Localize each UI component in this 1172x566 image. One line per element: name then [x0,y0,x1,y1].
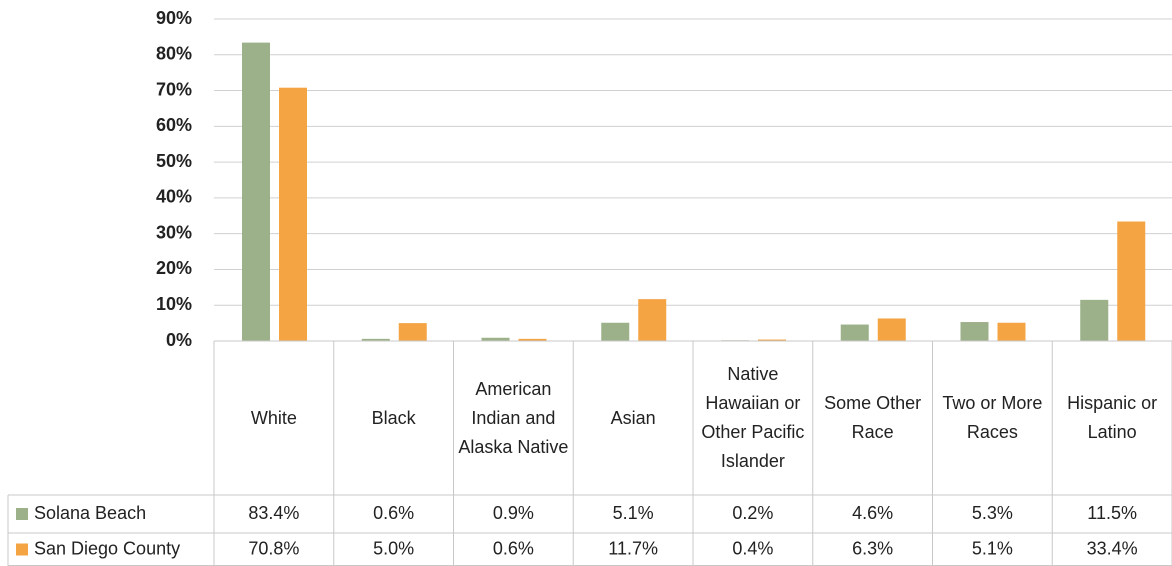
x-tick-label: Black [371,407,416,428]
y-tick-label: 40% [156,187,192,207]
x-tick-label: Some Other Race [824,393,922,442]
table-value: 83.4% [248,503,299,523]
table-value: 5.0% [373,538,414,558]
y-tick-label: 20% [156,258,192,278]
bar [398,323,427,341]
category-cell: Asian [610,407,656,428]
legend-label: Solana Beach [34,503,146,523]
bar [242,42,270,341]
x-tick-label: Asian [610,407,656,428]
y-tick-label: 10% [156,294,192,314]
table-value: 0.4% [732,538,773,558]
bar [1080,299,1109,341]
table-value: 5.1% [613,503,654,523]
category-cell: Two or More Races [942,393,1043,442]
legend-label: San Diego County [34,538,180,558]
bar [997,322,1026,341]
y-tick-label: 0% [166,330,192,350]
table-value: 11.7% [608,538,658,558]
bar [840,324,869,341]
y-tick-label: 30% [156,222,192,242]
y-tick-label: 60% [156,115,192,135]
category-cell: White [250,407,297,428]
table-value: 5.1% [972,538,1013,558]
bar [601,322,630,341]
table-value: 0.6% [493,538,534,558]
category-cell: Black [371,407,416,428]
legend-swatch [16,543,28,556]
bar [518,338,547,341]
bar [638,299,667,341]
table-value: 0.6% [373,503,414,523]
x-tick-label: Hispanic or Latino [1067,393,1158,442]
legend-swatch [16,508,28,520]
bar [877,318,906,341]
bar [361,338,390,341]
table-value: 6.3% [852,538,893,558]
bar [1117,221,1146,341]
table-value: 0.9% [493,503,534,523]
x-tick-label: Two or More Races [942,393,1043,442]
table-value: 33.4% [1087,538,1138,558]
bar [279,87,307,342]
x-tick-label: Native Hawaiian or Other Pacific Islande… [701,364,805,471]
y-tick-label: 70% [156,79,192,99]
category-cell: Some Other Race [824,393,922,442]
table-value: 5.3% [972,503,1013,523]
table-value: 0.2% [732,503,773,523]
category-cell: Hispanic or Latino [1067,393,1158,442]
category-cell: Native Hawaiian or Other Pacific Islande… [701,364,805,471]
y-tick-label: 90% [156,8,192,28]
table-value: 70.8% [248,538,299,558]
y-tick-label: 80% [156,44,192,64]
x-tick-label: American Indian and Alaska Native [458,378,569,457]
y-tick-label: 50% [156,151,192,171]
bar [481,337,510,341]
table-value: 11.5% [1087,503,1137,523]
x-tick-label: White [250,407,297,428]
category-cell: American Indian and Alaska Native [458,378,569,457]
bar [960,322,989,341]
table-value: 4.6% [852,503,893,523]
bar [758,339,786,341]
